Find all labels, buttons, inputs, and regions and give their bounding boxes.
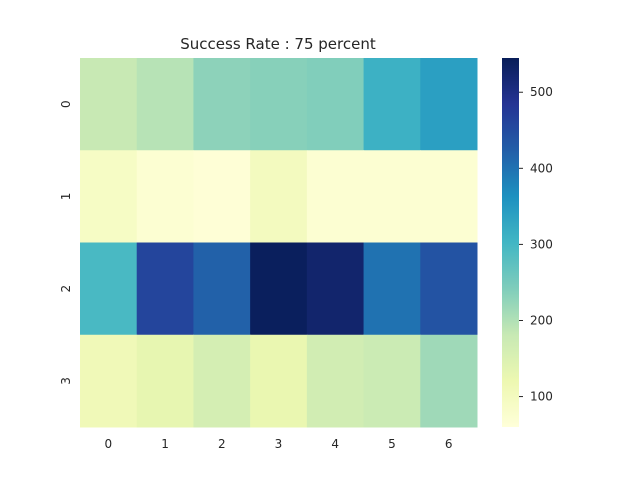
x-tick-label: 5	[388, 437, 396, 451]
colorbar-tick-label: 100	[530, 390, 553, 404]
heatmap-cell-r3-c1	[136, 334, 194, 428]
x-tick-label: 3	[275, 437, 283, 451]
heatmap-cell-r0-c5	[363, 58, 421, 151]
heatmap-cell-r3-c3	[250, 334, 308, 428]
heatmap-cell-r2-c0	[80, 242, 138, 336]
colorbar-ticks: 100 200 300 400 500	[519, 85, 553, 404]
heatmap-cell-r2-c1	[136, 242, 194, 336]
heatmap-cell-r3-c0	[80, 334, 138, 428]
heatmap-cell-r1-c5	[363, 150, 421, 243]
heatmap-cell-r3-c2	[193, 334, 251, 428]
x-axis-ticks: 0 1 2 3 4 5 6	[105, 437, 453, 451]
heatmap-cell-r0-c1	[136, 58, 194, 151]
heatmap-cell-r1-c0	[80, 150, 138, 243]
y-tick-label: 1	[59, 193, 73, 201]
x-tick-label: 2	[218, 437, 226, 451]
heatmap-cell-r2-c4	[306, 242, 365, 336]
y-tick-label: 0	[59, 100, 73, 108]
chart-title: Success Rate : 75 percent	[180, 35, 376, 53]
heatmap-cell-r3-c5	[363, 334, 421, 428]
heatmap-cell-r2-c2	[193, 242, 251, 336]
heatmap-cell-r0-c2	[193, 58, 251, 151]
heatmap-cell-r0-c0	[80, 58, 138, 151]
heatmap-cell-r1-c6	[420, 150, 478, 243]
heatmap-cell-r1-c4	[306, 150, 365, 243]
heatmap-cell-r1-c3	[250, 150, 308, 243]
colorbar-tick-label: 200	[530, 313, 553, 327]
colorbar-tick-label: 500	[530, 85, 553, 99]
y-tick-label: 2	[59, 285, 73, 293]
heatmap-cell-r0-c3	[250, 58, 308, 151]
y-axis-ticks: 0 1 2 3	[59, 100, 73, 384]
heatmap-cell-r2-c5	[363, 242, 421, 336]
x-tick-label: 0	[105, 437, 113, 451]
x-tick-label: 6	[445, 437, 453, 451]
heatmap-cell-r3-c6	[420, 334, 478, 428]
y-tick-label: 3	[59, 377, 73, 385]
heatmap-cell-r1-c2	[193, 150, 251, 243]
colorbar-tick-label: 400	[530, 161, 553, 175]
heatmap-cell-r1-c1	[136, 150, 194, 243]
x-tick-label: 4	[331, 437, 339, 451]
heatmap-cell-r0-c4	[306, 58, 365, 151]
heatmap-cell-r3-c4	[306, 334, 365, 428]
heatmap-cell-r2-c3	[250, 242, 308, 336]
colorbar-tick-label: 300	[530, 237, 553, 251]
heatmap-cell-r0-c6	[420, 58, 478, 151]
colorbar	[502, 58, 519, 427]
heatmap-cells	[80, 58, 478, 428]
x-tick-label: 1	[161, 437, 169, 451]
heatmap-cell-r2-c6	[420, 242, 478, 336]
